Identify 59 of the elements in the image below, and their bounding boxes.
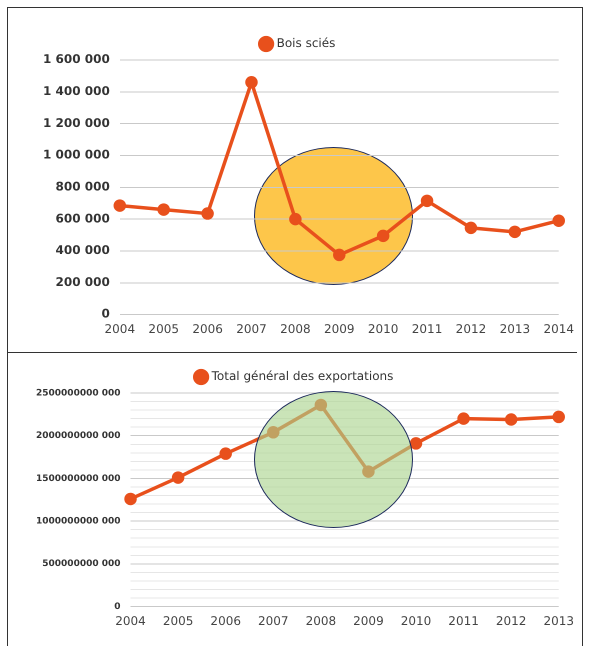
point — [245, 76, 258, 89]
legend-label: Bois sciés — [276, 36, 336, 50]
point — [376, 230, 390, 242]
y-tick-label: 400 000 — [56, 243, 110, 258]
point — [172, 471, 184, 484]
x-tick-label: 2008 — [280, 322, 311, 336]
point — [201, 207, 214, 220]
x-tick-label: 2007 — [236, 322, 267, 336]
point — [464, 222, 478, 234]
x-tick-label: 2005 — [162, 614, 194, 628]
x-tick-label: 2011 — [412, 322, 442, 336]
point — [552, 214, 565, 227]
x-tick-label: 2011 — [448, 614, 479, 628]
point — [333, 248, 346, 262]
y-tick-label: 0 — [101, 306, 110, 321]
point — [420, 194, 434, 208]
y-tick-label: 500000000 000 — [42, 559, 121, 570]
y-tick-label: 0 — [114, 602, 121, 612]
y-tick-label: 1 400 000 — [42, 84, 110, 98]
point — [410, 437, 422, 450]
point — [124, 492, 137, 506]
x-tick-label: 2014 — [543, 322, 574, 336]
point — [504, 413, 518, 426]
y-tick-label: 1 600 000 — [42, 52, 110, 66]
x-tick-label: 2005 — [148, 322, 179, 336]
legend-label: Total général des exportations — [210, 369, 394, 384]
y-tick-label: 1 000 000 — [42, 148, 110, 162]
point — [508, 226, 522, 238]
point — [289, 212, 302, 226]
x-tick-label: 2004 — [115, 614, 146, 628]
point — [114, 199, 126, 212]
point — [157, 203, 170, 216]
point — [219, 447, 232, 460]
point — [457, 412, 470, 425]
x-tick-label: 2009 — [353, 614, 384, 628]
x-tick-label: 2010 — [368, 322, 398, 336]
y-tick-label: 800 000 — [56, 179, 110, 194]
y-tick-label: 1000000000 000 — [36, 516, 121, 527]
y-tick-label: 2500000000 000 — [36, 388, 121, 398]
x-tick-label: 2012 — [456, 322, 486, 336]
point — [362, 465, 375, 478]
x-tick-label: 2013 — [500, 322, 530, 336]
x-tick-label: 2008 — [306, 614, 336, 628]
x-tick-label: 2007 — [258, 614, 289, 628]
y-tick-label: 600 000 — [56, 211, 110, 226]
x-tick-label: 2006 — [192, 322, 223, 336]
y-tick-label: 1500000000 000 — [36, 474, 121, 484]
y-tick-label: 200 000 — [56, 274, 110, 289]
x-tick-label: 2006 — [210, 614, 241, 628]
point — [552, 410, 565, 424]
point — [314, 398, 328, 412]
x-tick-label: 2013 — [543, 614, 574, 628]
y-tick-label: 1 200 000 — [42, 116, 110, 130]
point — [267, 426, 280, 439]
x-tick-label: 2004 — [104, 322, 136, 336]
x-tick-label: 2012 — [496, 614, 526, 628]
y-tick-label: 2000000000 000 — [36, 431, 121, 442]
x-tick-label: 2009 — [324, 322, 355, 336]
x-tick-label: 2010 — [400, 614, 432, 628]
